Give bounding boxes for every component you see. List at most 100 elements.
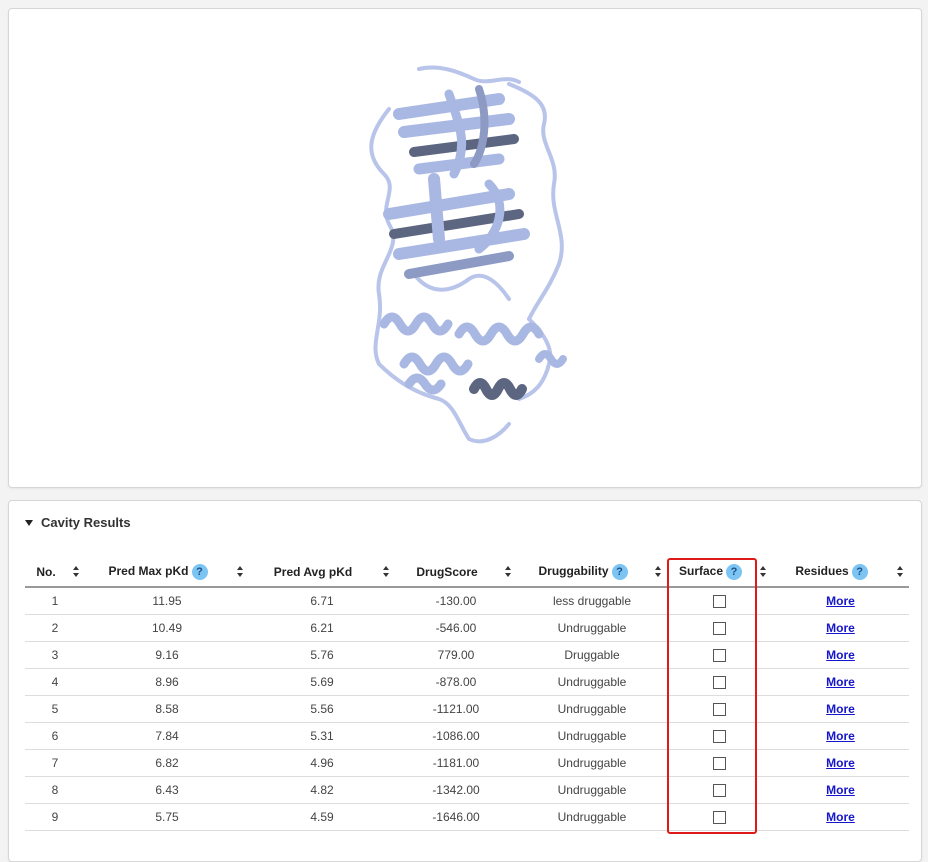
surface-checkbox[interactable]: [713, 784, 726, 798]
cell-surface: [667, 749, 772, 777]
surface-checkbox[interactable]: [713, 622, 726, 636]
col-header-pred-avg-pkd[interactable]: Pred Avg pKd: [249, 557, 395, 588]
cell-drugscore: -546.00: [395, 614, 517, 642]
cell-no: 1: [25, 587, 85, 615]
cell-pred-max: 9.16: [85, 641, 249, 669]
cell-no: 9: [25, 803, 85, 831]
cell-drugscore: -878.00: [395, 668, 517, 696]
surface-checkbox[interactable]: [713, 811, 726, 825]
cell-residues: More: [772, 587, 909, 615]
table-row: 9 5.75 4.59 -1646.00 Undruggable More: [25, 803, 909, 831]
cell-pred-avg: 5.56: [249, 695, 395, 723]
surface-checkbox[interactable]: [713, 730, 726, 744]
sort-icon[interactable]: [237, 566, 243, 577]
cell-no: 5: [25, 695, 85, 723]
col-header-drugscore[interactable]: DrugScore: [395, 557, 517, 588]
surface-checkbox[interactable]: [713, 757, 726, 771]
cell-pred-max: 7.84: [85, 722, 249, 750]
cell-pred-avg: 6.71: [249, 587, 395, 615]
sort-icon[interactable]: [897, 566, 903, 577]
table-row: 6 7.84 5.31 -1086.00 Undruggable More: [25, 722, 909, 750]
cell-drugscore: -1121.00: [395, 695, 517, 723]
cell-druggability: Undruggable: [517, 695, 667, 723]
cell-residues: More: [772, 668, 909, 696]
cell-residues: More: [772, 803, 909, 831]
cell-surface: [667, 587, 772, 615]
more-link[interactable]: More: [826, 810, 855, 824]
cell-surface: [667, 695, 772, 723]
surface-checkbox[interactable]: [713, 649, 726, 663]
cell-pred-avg: 5.69: [249, 668, 395, 696]
table-row: 2 10.49 6.21 -546.00 Undruggable More: [25, 614, 909, 642]
cell-surface: [667, 614, 772, 642]
cell-surface: [667, 776, 772, 804]
help-icon[interactable]: ?: [851, 563, 868, 580]
col-header-surface[interactable]: Surface?: [667, 557, 772, 588]
cell-pred-max: 5.75: [85, 803, 249, 831]
more-link[interactable]: More: [826, 621, 855, 635]
cavity-results-panel: Cavity Results No. Pred Max pKd? Pred Av…: [8, 500, 922, 862]
cell-drugscore: -130.00: [395, 587, 517, 615]
cell-druggability: Undruggable: [517, 803, 667, 831]
more-link[interactable]: More: [826, 756, 855, 770]
protein-ribbon-structure[interactable]: [359, 64, 579, 449]
cell-surface: [667, 803, 772, 831]
cell-pred-max: 6.82: [85, 749, 249, 777]
col-header-druggability[interactable]: Druggability?: [517, 557, 667, 588]
table-row: 4 8.96 5.69 -878.00 Undruggable More: [25, 668, 909, 696]
sort-icon[interactable]: [505, 566, 511, 577]
sort-icon[interactable]: [73, 566, 79, 577]
structure-viewer[interactable]: [8, 8, 922, 488]
surface-checkbox[interactable]: [713, 676, 726, 690]
more-link[interactable]: More: [826, 675, 855, 689]
cell-drugscore: -1086.00: [395, 722, 517, 750]
help-icon[interactable]: ?: [191, 563, 208, 580]
cell-pred-avg: 4.59: [249, 803, 395, 831]
more-link[interactable]: More: [826, 648, 855, 662]
cell-surface: [667, 641, 772, 669]
cell-pred-max: 10.49: [85, 614, 249, 642]
cell-residues: More: [772, 722, 909, 750]
cell-residues: More: [772, 749, 909, 777]
cell-druggability: Undruggable: [517, 722, 667, 750]
cell-pred-avg: 4.82: [249, 776, 395, 804]
help-icon[interactable]: ?: [611, 563, 628, 580]
cell-druggability: Undruggable: [517, 749, 667, 777]
cell-residues: More: [772, 614, 909, 642]
sort-icon[interactable]: [760, 566, 766, 577]
cell-pred-max: 8.58: [85, 695, 249, 723]
col-header-residues[interactable]: Residues?: [772, 557, 909, 588]
table-row: 8 6.43 4.82 -1342.00 Undruggable More: [25, 776, 909, 804]
cell-no: 2: [25, 614, 85, 642]
sort-icon[interactable]: [655, 566, 661, 577]
table-header-row: No. Pred Max pKd? Pred Avg pKd DrugScore…: [25, 557, 909, 588]
help-icon[interactable]: ?: [726, 563, 743, 580]
cell-pred-avg: 6.21: [249, 614, 395, 642]
cavity-results-header[interactable]: Cavity Results: [25, 515, 131, 530]
more-link[interactable]: More: [826, 594, 855, 608]
cell-drugscore: -1646.00: [395, 803, 517, 831]
surface-checkbox[interactable]: [713, 703, 726, 717]
cell-no: 6: [25, 722, 85, 750]
cell-residues: More: [772, 776, 909, 804]
more-link[interactable]: More: [826, 783, 855, 797]
cell-pred-avg: 5.76: [249, 641, 395, 669]
caret-down-icon[interactable]: [25, 519, 33, 526]
cell-surface: [667, 722, 772, 750]
more-link[interactable]: More: [826, 729, 855, 743]
more-link[interactable]: More: [826, 702, 855, 716]
cell-druggability: Undruggable: [517, 614, 667, 642]
table-row: 5 8.58 5.56 -1121.00 Undruggable More: [25, 695, 909, 723]
col-header-no[interactable]: No.: [25, 557, 85, 588]
cell-druggability: less druggable: [517, 587, 667, 615]
cell-residues: More: [772, 641, 909, 669]
section-title: Cavity Results: [41, 515, 131, 530]
table-row: 3 9.16 5.76 779.00 Druggable More: [25, 641, 909, 669]
sort-icon[interactable]: [383, 566, 389, 577]
surface-checkbox[interactable]: [713, 595, 726, 609]
cell-drugscore: 779.00: [395, 641, 517, 669]
cell-no: 7: [25, 749, 85, 777]
col-header-pred-max-pkd[interactable]: Pred Max pKd?: [85, 557, 249, 588]
table-row: 7 6.82 4.96 -1181.00 Undruggable More: [25, 749, 909, 777]
cell-no: 3: [25, 641, 85, 669]
